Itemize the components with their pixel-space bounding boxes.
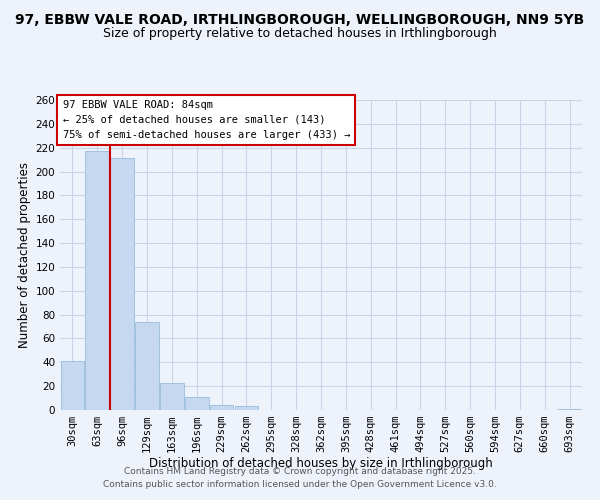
Text: Contains HM Land Registry data © Crown copyright and database right 2025.
Contai: Contains HM Land Registry data © Crown c… (103, 468, 497, 489)
Bar (110, 158, 134, 410)
Text: Size of property relative to detached houses in Irthlingborough: Size of property relative to detached ho… (103, 28, 497, 40)
Bar (85, 152, 109, 410)
Bar (61, 361, 84, 410)
Bar (160, 382, 184, 410)
Text: 97, EBBW VALE ROAD, IRTHLINGBOROUGH, WELLINGBOROUGH, NN9 5YB: 97, EBBW VALE ROAD, IRTHLINGBOROUGH, WEL… (16, 12, 584, 26)
Bar (235, 406, 258, 410)
Bar (558, 409, 581, 410)
Y-axis label: Number of detached properties: Number of detached properties (18, 162, 31, 348)
Bar (210, 405, 233, 410)
Bar (185, 397, 209, 410)
X-axis label: Distribution of detached houses by size in Irthlingborough: Distribution of detached houses by size … (149, 456, 493, 469)
Text: 97 EBBW VALE ROAD: 84sqm
← 25% of detached houses are smaller (143)
75% of semi-: 97 EBBW VALE ROAD: 84sqm ← 25% of detach… (62, 100, 350, 140)
Bar (135, 322, 159, 410)
